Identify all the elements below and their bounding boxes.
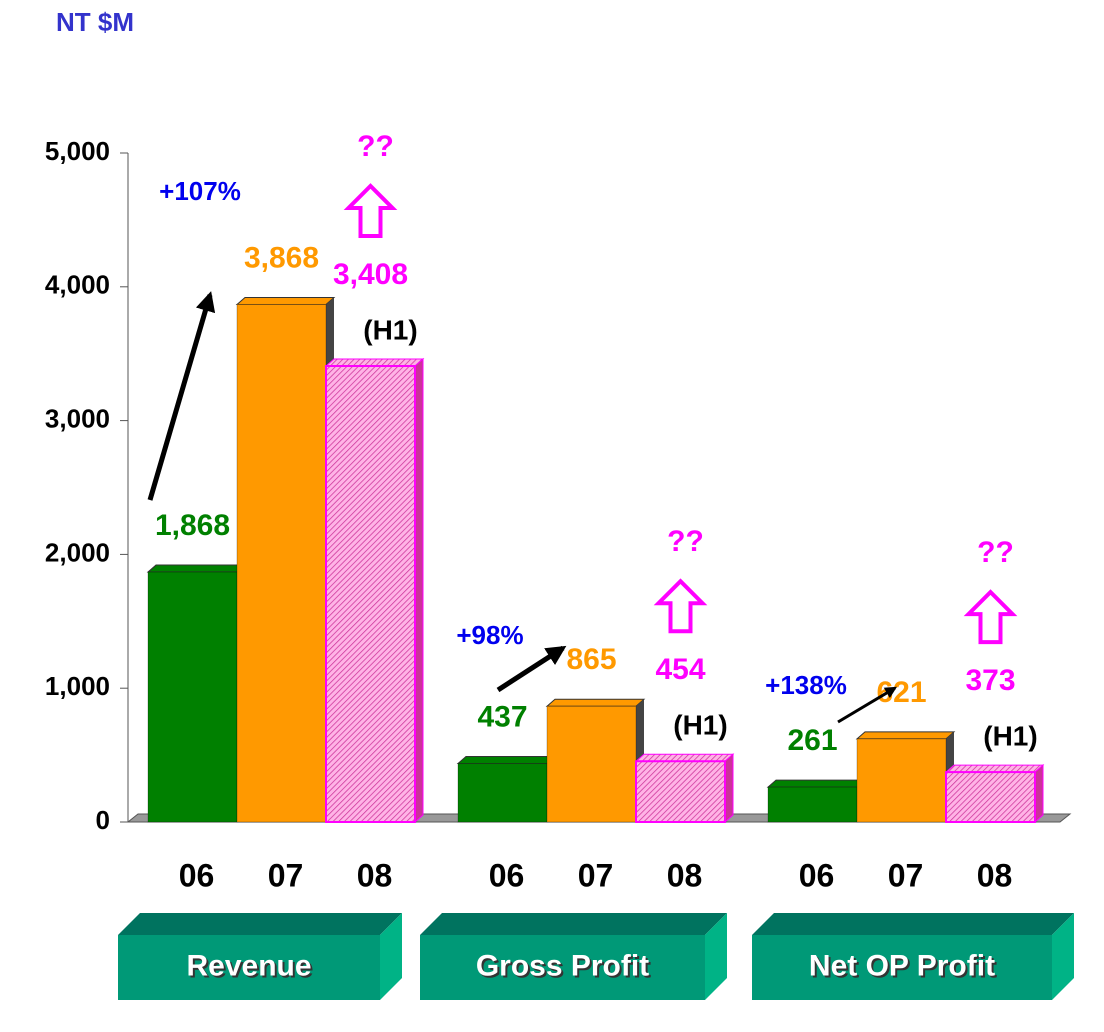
y-tick-label: 5,000	[45, 136, 110, 166]
y-tick-label: 4,000	[45, 270, 110, 300]
series-label: 06	[179, 857, 215, 893]
y-tick-label: 1,000	[45, 671, 110, 701]
y-tick-label: 0	[96, 805, 110, 835]
box-top	[420, 913, 727, 935]
bar-face	[237, 304, 326, 822]
bar	[855, 731, 956, 823]
series-label: 08	[977, 857, 1013, 893]
series-label: 08	[357, 857, 393, 893]
bar-face	[635, 760, 726, 824]
value-label: 3,408	[333, 258, 408, 291]
series-label: 07	[888, 857, 924, 893]
growth-arrow	[147, 291, 216, 501]
category-label: Net OP Profit	[809, 949, 995, 982]
bar	[634, 753, 735, 824]
category-label: Gross Profit	[476, 949, 649, 982]
series-label: 07	[578, 857, 614, 893]
up-arrow	[343, 183, 398, 239]
bar-face	[148, 572, 237, 822]
outlook-label: ??	[357, 130, 394, 163]
bar	[235, 296, 336, 823]
series-label: 06	[489, 857, 525, 893]
bar-top	[456, 756, 557, 765]
bar-top	[634, 753, 735, 762]
note-label: (H1)	[673, 710, 727, 741]
value-label: 3,868	[244, 241, 319, 274]
bar-face	[325, 365, 416, 823]
bar	[766, 779, 867, 823]
bar-top	[235, 296, 336, 305]
up-arrow	[653, 578, 708, 634]
y-tick-label: 2,000	[45, 537, 110, 567]
bar-face	[458, 763, 547, 822]
bar	[324, 357, 425, 824]
value-label: 865	[566, 643, 616, 676]
note-label: (H1)	[983, 720, 1037, 751]
value-label: 373	[965, 664, 1015, 697]
up-arrow	[963, 589, 1018, 645]
box-face	[752, 935, 1052, 1000]
value-label: 437	[477, 700, 527, 733]
value-label: 454	[655, 653, 705, 686]
category-label: Revenue	[186, 949, 311, 982]
box-top	[752, 913, 1074, 935]
value-label: 621	[876, 676, 926, 709]
growth-arrow	[496, 645, 567, 693]
value-label: 1,868	[155, 509, 230, 542]
bar	[944, 763, 1045, 824]
bar-side	[724, 753, 734, 824]
y-axis-label: NT $M	[56, 7, 134, 37]
box-side	[1052, 913, 1074, 1000]
growth-label: +138%	[765, 670, 847, 700]
bar-top	[944, 764, 1045, 773]
bar-side	[414, 357, 424, 824]
series-label: 06	[799, 857, 835, 893]
bar	[456, 756, 557, 823]
category-shadow: Net OP Profit	[811, 951, 997, 984]
growth-label: +107%	[159, 176, 241, 206]
bar-face	[857, 738, 946, 822]
series-label: 08	[667, 857, 703, 893]
series-label: 07	[268, 857, 304, 893]
bar-top	[766, 779, 867, 788]
growth-arrow	[837, 686, 898, 724]
outlook-label: ??	[667, 525, 704, 558]
note-label: (H1)	[363, 314, 417, 345]
bar	[545, 698, 646, 823]
growth-label: +98%	[456, 620, 523, 650]
bar-top	[146, 564, 247, 573]
y-tick-label: 3,000	[45, 403, 110, 433]
bar-top	[324, 358, 425, 367]
bar-face	[768, 787, 857, 822]
bar-face	[945, 771, 1036, 823]
bar-side	[1034, 763, 1044, 824]
category-shadow: Gross Profit	[478, 951, 651, 984]
bar	[146, 564, 247, 823]
bar-face	[547, 706, 636, 822]
value-label: 261	[787, 724, 837, 757]
box-face	[420, 935, 705, 1000]
box-face	[118, 935, 380, 1000]
box-side	[705, 913, 727, 1000]
bar-top	[545, 698, 646, 707]
outlook-label: ??	[977, 536, 1014, 569]
bar-top	[855, 731, 956, 740]
category-shadow: Revenue	[188, 951, 313, 984]
box-side	[380, 913, 402, 1000]
box-top	[118, 913, 402, 935]
